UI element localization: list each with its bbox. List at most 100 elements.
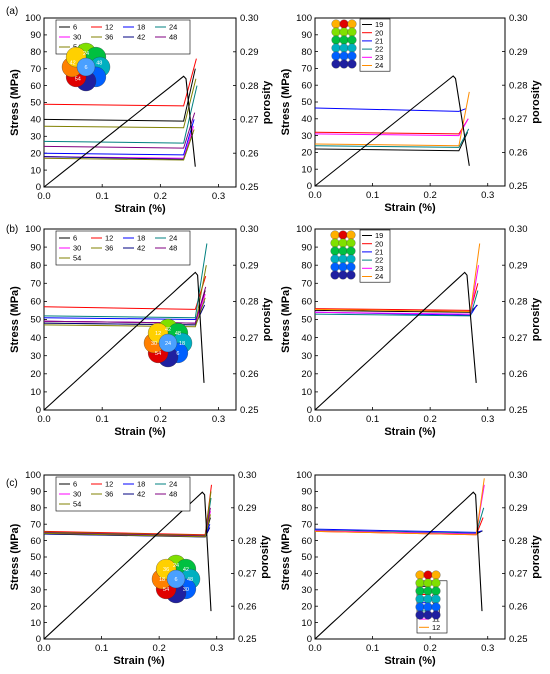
y-tick-label: 20 — [301, 601, 312, 612]
x-tick-label: 0.1 — [366, 190, 379, 201]
porosity-line-11 — [314, 484, 485, 535]
inset-label: 42 — [70, 61, 76, 67]
y-tick-label: 80 — [30, 47, 41, 58]
inset-sphere — [423, 578, 433, 588]
x-axis-title: Strain (%) — [384, 426, 436, 438]
inset-sphere — [431, 578, 441, 588]
inset-sphere — [331, 51, 341, 61]
legend-label: 48 — [169, 33, 177, 42]
inset-label: 54 — [163, 587, 169, 593]
inset-sphere — [431, 586, 441, 596]
inset-sphere — [338, 262, 348, 272]
inset-sphere — [347, 59, 357, 69]
porosity-line-12 — [43, 58, 197, 107]
inset-illustration — [330, 230, 356, 280]
legend-label: 30 — [73, 33, 81, 42]
legend-label: 24 — [169, 234, 177, 243]
inset-sphere — [415, 602, 425, 612]
x-tick-label: 0.2 — [154, 414, 167, 425]
y-tick-label: 20 — [30, 369, 41, 380]
y-tick-label: 20 — [301, 148, 312, 159]
y2-axis-title: porosity — [530, 79, 542, 123]
legend-label: 48 — [169, 490, 177, 499]
legend-label: 23 — [375, 53, 383, 62]
inset-sphere — [339, 51, 349, 61]
legend-label: 19 — [375, 20, 383, 29]
inset-sphere — [346, 246, 356, 256]
y2-tick-label: 0.27 — [509, 569, 528, 580]
legend-label: 24 — [375, 272, 383, 281]
inset-sphere — [330, 262, 340, 272]
y-tick-label: 80 — [301, 47, 312, 58]
inset-sphere — [330, 254, 340, 264]
inset-label: 30 — [183, 587, 189, 593]
y2-axis-title: porosity — [530, 534, 542, 578]
legend: 6 12 18 24 30 36 42 48 54 — [55, 230, 191, 266]
x-tick-label: 0.1 — [96, 191, 109, 202]
inset-sphere — [346, 254, 356, 264]
y-tick-label: 0 — [307, 181, 312, 192]
chart-panel-5: 0 10 20 30 40 50 60 70 80 90 100 0.25 0.26 0.27 0.28 0.… — [280, 470, 542, 667]
inset-sphere — [431, 570, 441, 580]
legend-box — [359, 229, 391, 283]
legend-label: 12 — [105, 234, 113, 243]
inset-sphere — [331, 35, 341, 45]
y-tick-label: 80 — [301, 503, 312, 514]
inset-sphere — [347, 19, 357, 29]
x-axis-title: Strain (%) — [114, 426, 166, 438]
y-tick-label: 0 — [307, 405, 312, 416]
inset-label: 36 — [163, 567, 169, 573]
y-tick-label: 100 — [296, 224, 312, 235]
inset-illustration — [415, 570, 441, 620]
y-tick-label: 90 — [301, 242, 312, 253]
inset-sphere — [339, 59, 349, 69]
legend-label: 21 — [375, 248, 383, 257]
y-tick-label: 0 — [307, 634, 312, 645]
inset-label: 42 — [165, 327, 171, 333]
x-axis-title: Strain (%) — [114, 203, 166, 215]
inset-sphere — [339, 35, 349, 45]
porosity-line-36 — [43, 78, 197, 129]
y-tick-label: 70 — [30, 64, 41, 75]
y2-tick-label: 0.30 — [240, 224, 259, 235]
y-axis-title: Stress (MPa) — [9, 69, 21, 136]
inset-sphere — [415, 594, 425, 604]
y-axis-title: Stress (MPa) — [9, 523, 21, 590]
inset-label: 18 — [179, 341, 185, 347]
y2-tick-label: 0.25 — [509, 405, 528, 416]
porosity-line-42 — [43, 304, 206, 326]
porosity-line-54 — [43, 297, 206, 328]
y-tick-label: 0 — [36, 634, 41, 645]
y2-axis-title: porosity — [261, 297, 273, 341]
y-tick-label: 20 — [30, 148, 41, 159]
y-tick-label: 30 — [301, 351, 312, 362]
legend-label: 36 — [105, 244, 113, 253]
inset-sphere — [347, 51, 357, 61]
panel-label: (a) — [6, 6, 18, 17]
stress-strain-line — [43, 75, 196, 188]
stress-strain-line — [43, 271, 205, 411]
y2-tick-label: 0.30 — [509, 224, 528, 235]
inset-sphere — [347, 35, 357, 45]
inset-sphere — [338, 238, 348, 248]
y2-tick-label: 0.25 — [509, 634, 528, 645]
y-tick-label: 70 — [30, 279, 41, 290]
x-tick-label: 0.1 — [95, 643, 108, 654]
inset-sphere — [431, 602, 441, 612]
x-tick-label: 0.2 — [154, 191, 167, 202]
x-tick-label: 0.0 — [308, 643, 321, 654]
y-tick-label: 70 — [30, 519, 41, 530]
inset-sphere — [347, 43, 357, 53]
y2-tick-label: 0.29 — [240, 260, 259, 271]
inset-sphere — [338, 270, 348, 280]
porosity-line-23 — [314, 118, 469, 137]
y-tick-label: 40 — [30, 115, 41, 126]
y-tick-label: 10 — [30, 387, 41, 398]
y-tick-label: 10 — [30, 165, 41, 176]
y-tick-label: 80 — [30, 503, 41, 514]
y-tick-label: 80 — [301, 260, 312, 271]
y-tick-label: 40 — [301, 333, 312, 344]
y-tick-label: 80 — [30, 260, 41, 271]
porosity-line-21 — [314, 107, 466, 112]
